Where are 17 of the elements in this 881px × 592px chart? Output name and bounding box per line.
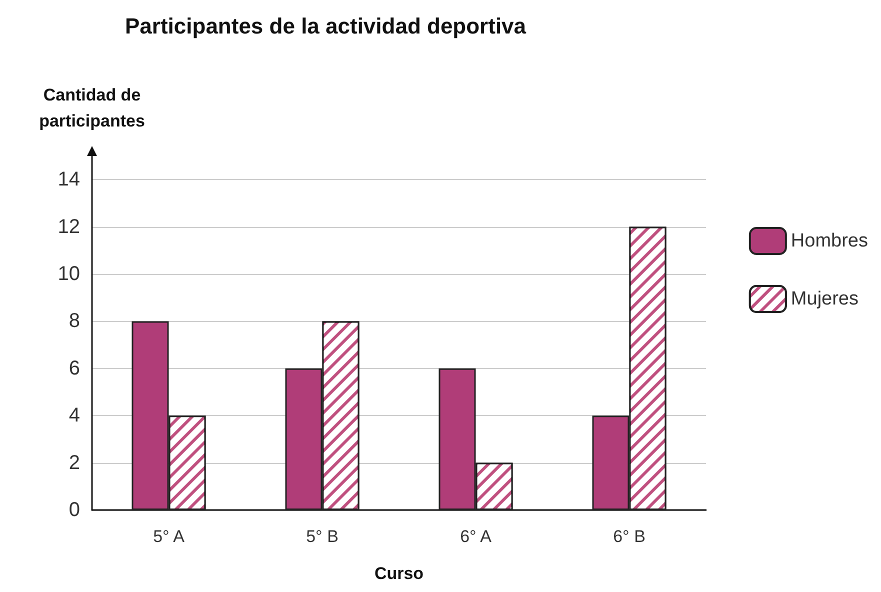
x-tick-label: 5° A (153, 527, 186, 546)
y-tick-label: 8 (68, 310, 80, 332)
legend-label: Hombres (790, 230, 868, 252)
y-tick-label: 2 (68, 452, 80, 474)
x-tick-label: 6° B (613, 527, 646, 546)
y-tick-label: 14 (58, 168, 80, 191)
legend-label: Mujeres (790, 288, 858, 310)
y-tick-label: 6 (68, 357, 80, 380)
y-tick-label: 10 (58, 263, 80, 285)
y-tick-label: 0 (68, 499, 80, 521)
y-tick-label: 4 (68, 404, 80, 427)
x-axis-title: Curso (374, 564, 424, 583)
chart-title: Participantes de la actividad deportiva (125, 14, 527, 38)
y-tick-label: 12 (58, 216, 80, 238)
x-tick-label: 5° B (306, 527, 338, 546)
x-tick-label: 6° A (460, 527, 492, 546)
y-axis-title: Cantidad de participantes (39, 86, 145, 130)
